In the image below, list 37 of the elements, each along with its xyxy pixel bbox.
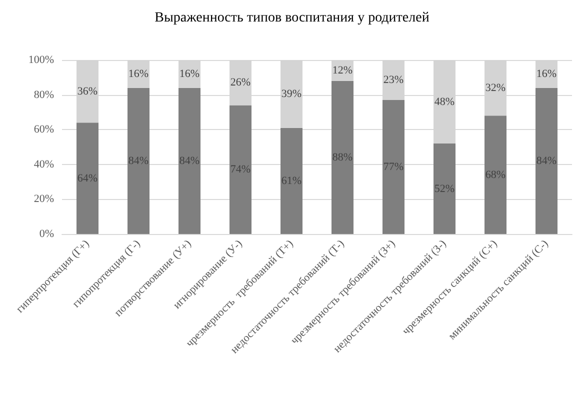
y-tick-label: 40% — [34, 158, 54, 170]
data-label: 64% — [77, 172, 98, 184]
data-label: 68% — [485, 168, 506, 181]
data-label: 48% — [434, 96, 455, 108]
bar — [434, 144, 456, 234]
data-label: 26% — [230, 76, 251, 89]
bar — [484, 116, 506, 234]
data-label: 74% — [230, 164, 251, 176]
bar — [332, 80, 354, 234]
data-label: 16% — [179, 68, 200, 80]
data-label: 84% — [128, 154, 149, 167]
data-label: 23% — [383, 74, 404, 86]
y-tick-label: 100% — [28, 54, 54, 66]
data-label: 32% — [485, 82, 506, 94]
chart-title: Выраженность типов воспитания у родителей — [154, 10, 430, 26]
y-tick-label: 60% — [34, 124, 54, 136]
bar — [76, 122, 98, 234]
y-tick-label: 0% — [39, 228, 54, 240]
data-label: 84% — [536, 154, 557, 167]
bar — [536, 88, 558, 234]
bar — [382, 100, 404, 234]
data-label: 39% — [281, 88, 302, 100]
data-label: 88% — [332, 151, 353, 164]
bar — [128, 88, 150, 234]
bar — [178, 88, 200, 234]
data-label: 12% — [332, 64, 353, 76]
data-label: 36% — [77, 85, 98, 98]
data-label: 61% — [281, 174, 302, 187]
bar — [280, 128, 302, 234]
data-label: 84% — [179, 154, 200, 167]
y-tick-label: 20% — [34, 193, 54, 206]
bar — [230, 105, 252, 234]
data-label: 16% — [128, 68, 149, 80]
y-tick-label: 80% — [34, 88, 54, 101]
data-label: 77% — [383, 161, 404, 174]
data-label: 16% — [536, 68, 557, 80]
data-label: 52% — [434, 182, 455, 195]
